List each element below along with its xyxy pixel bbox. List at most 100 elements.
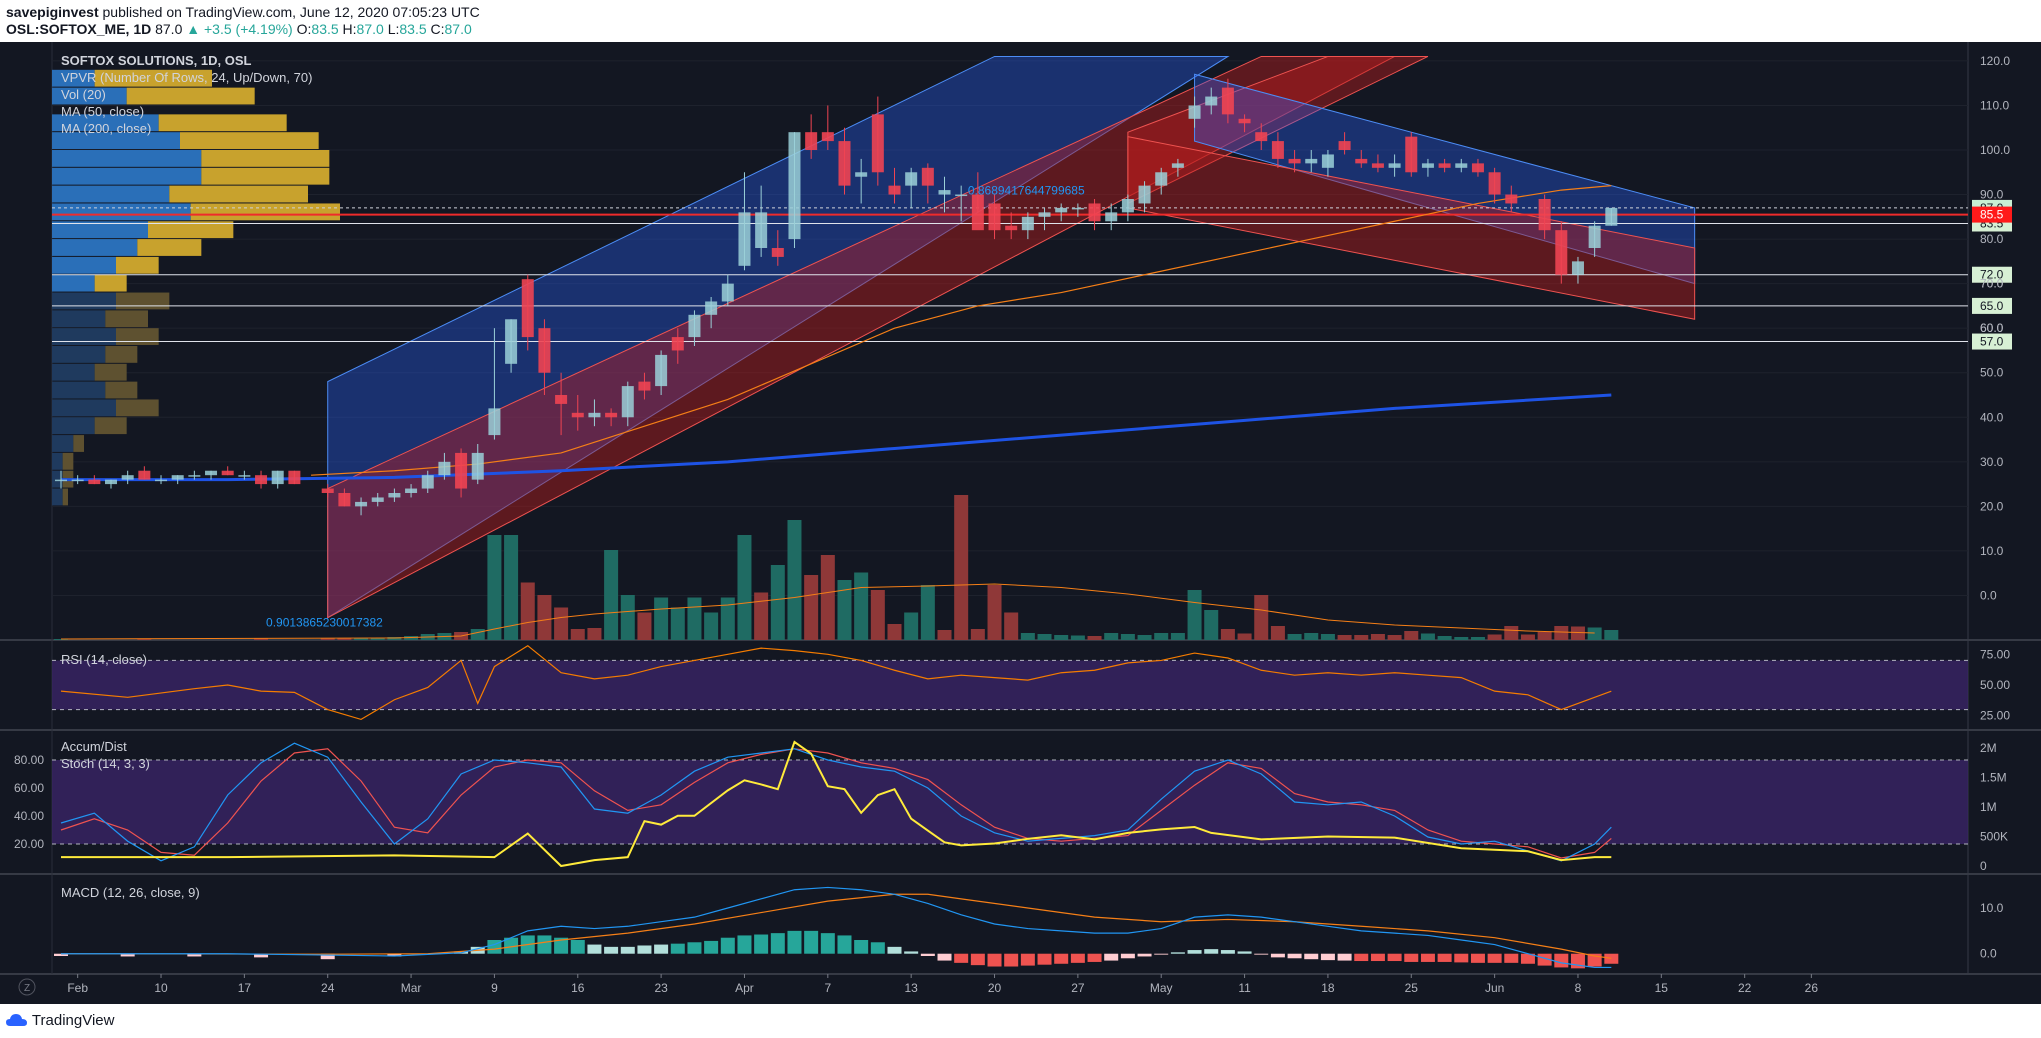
price-tick: 0.0 <box>1980 588 1997 602</box>
price-tick: 80.0 <box>1980 232 2004 246</box>
candle-body <box>638 381 651 391</box>
price-tick: 50.0 <box>1980 366 2004 380</box>
candle-body <box>1471 163 1484 173</box>
macd-hist-bar <box>637 945 652 954</box>
volume-bar <box>1270 626 1285 640</box>
tradingview-logo[interactable]: TradingView <box>6 1012 114 1029</box>
vpvr-down-row <box>116 292 170 310</box>
open-label: O: <box>296 21 312 37</box>
close-label: C: <box>430 21 445 37</box>
macd-hist-bar <box>720 937 735 954</box>
macd-hist-bar <box>1070 953 1085 963</box>
volume-bar <box>337 638 352 640</box>
legend-ma50[interactable]: MA (50, close) <box>61 104 144 119</box>
volume-bar <box>1170 633 1185 640</box>
legend-title[interactable]: SOFTOX SOLUTIONS, 1D, OSL <box>61 53 252 68</box>
legend-vpvr[interactable]: VPVR (Number Of Rows, 24, Up/Down, 70) <box>61 70 312 85</box>
candle-body <box>1321 154 1334 168</box>
volume-bar <box>1037 634 1052 640</box>
volume-bar <box>1337 635 1352 640</box>
volume-bar <box>1020 633 1035 640</box>
legend-vol[interactable]: Vol (20) <box>61 87 106 102</box>
vpvr-up-row <box>52 452 63 470</box>
macd-hist-bar <box>1054 953 1069 964</box>
legend-accum[interactable]: Accum/Dist <box>61 739 127 754</box>
candle-body <box>1438 163 1451 168</box>
volume-bar <box>537 595 552 640</box>
candle-body <box>1088 203 1101 222</box>
volume-bar <box>1237 633 1252 640</box>
volume-bar <box>520 582 535 640</box>
candle-body <box>405 488 418 493</box>
candle-body <box>1505 194 1518 204</box>
legend-stoch[interactable]: Stoch (14, 3, 3) <box>61 756 150 771</box>
macd-hist-bar <box>1270 953 1285 958</box>
time-tick: Apr <box>735 981 754 995</box>
trading-chart[interactable]: 0.8689417644799685 0.9013865230017382 120… <box>0 42 2041 1004</box>
legend-ma200[interactable]: MA (200, close) <box>61 121 151 136</box>
moving-averages <box>61 185 1612 482</box>
candle-body <box>971 194 984 231</box>
macd-hist-bar <box>120 953 135 957</box>
vpvr-down-row <box>94 274 127 292</box>
volume-bar <box>704 612 719 640</box>
candle-body <box>1421 163 1434 168</box>
volume-bar <box>1154 633 1169 640</box>
price-axis[interactable]: 120.0 110.0 100.0 90.0 80.0 70.0 60.0 50.0 40.0 3… <box>14 54 2012 961</box>
macd-hist-bar <box>687 942 702 954</box>
volume-bar <box>1454 637 1469 640</box>
candle-body <box>1005 225 1018 231</box>
legend-macd[interactable]: MACD (12, 26, close, 9) <box>61 885 200 900</box>
macd-hist-bar <box>1137 953 1152 957</box>
time-tick: 22 <box>1738 981 1752 995</box>
time-tick: May <box>1150 981 1173 995</box>
volume-bar <box>887 624 902 640</box>
macd-hist-bar <box>870 942 885 954</box>
volume-bar <box>1120 634 1135 640</box>
publisher-name[interactable]: savepiginvest <box>6 4 99 20</box>
vpvr-up-row <box>52 114 159 132</box>
vpvr-up-row <box>52 470 63 488</box>
timezone-button[interactable]: Z <box>18 978 36 996</box>
candle-body <box>1288 158 1301 164</box>
macd-signal-line <box>60 893 1612 959</box>
candle-body <box>1205 96 1218 106</box>
vpvr-down-row <box>180 132 319 149</box>
time-tick: 25 <box>1405 981 1419 995</box>
candle-body <box>988 203 1001 231</box>
time-tick: 9 <box>491 981 498 995</box>
macd-hist-bar <box>987 953 1002 967</box>
vpvr-up-row <box>52 221 148 239</box>
candle-body <box>455 452 468 489</box>
legend-rsi[interactable]: RSI (14, close) <box>61 652 147 667</box>
rsi-band <box>52 660 1968 710</box>
macd-hist-bar <box>937 953 952 961</box>
volume-bar <box>837 580 852 640</box>
candle-body <box>905 172 918 186</box>
candle-body <box>1588 225 1601 248</box>
time-axis[interactable]: Feb 10 17 24 Mar 9 16 23 Apr 7 13 20 27 May 11 18 25 Jun 8… <box>67 974 1818 995</box>
macd-hist-bar <box>737 935 752 954</box>
volume-ma <box>60 583 1595 640</box>
macd-hist-bar <box>787 930 802 954</box>
volume-bar <box>854 572 869 640</box>
macd-hist-bar <box>854 940 869 954</box>
candle-body <box>755 212 768 248</box>
macd-hist-bar <box>620 946 635 954</box>
rsi-tick: 75.00 <box>1980 647 2010 661</box>
candle-body <box>1388 163 1401 168</box>
time-tick: 17 <box>238 981 252 995</box>
macd-tick: 0.0 <box>1980 947 1997 961</box>
volume-bar <box>1504 626 1519 640</box>
vpvr-up-row <box>52 256 116 274</box>
macd-hist-bar <box>1504 953 1519 963</box>
macd-hist-bar <box>1604 953 1619 964</box>
price-label: 85.5 <box>1980 208 2004 222</box>
price-label-box <box>1972 333 2012 350</box>
candle-body <box>155 479 168 482</box>
price-label: 57.0 <box>1980 335 2004 349</box>
candle-body <box>1338 141 1351 150</box>
macd-hist-bar <box>320 953 335 960</box>
volume-bar <box>1437 636 1452 640</box>
vpvr-down-row <box>137 239 202 256</box>
